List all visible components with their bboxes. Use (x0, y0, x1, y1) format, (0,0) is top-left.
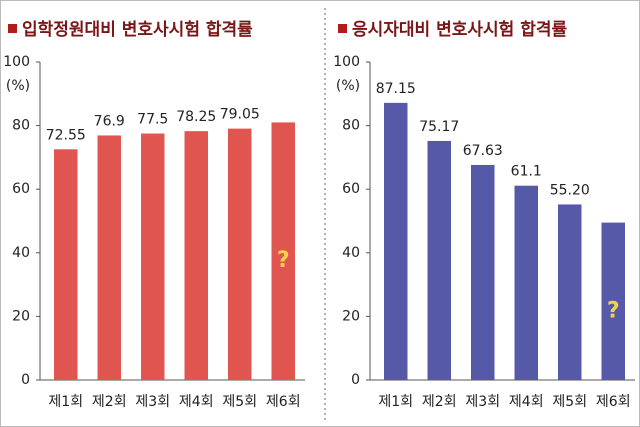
x-tick-label: 제3회 (465, 394, 500, 410)
y-tick-label: 100 (333, 54, 360, 70)
y-tick-label: 80 (342, 118, 360, 134)
bar (228, 128, 252, 380)
value-label: 87.15 (376, 81, 416, 97)
bar (141, 133, 165, 380)
y-tick-label: 20 (12, 308, 30, 324)
y-tick-label: 100 (3, 54, 30, 70)
x-tick-label: 제3회 (135, 394, 170, 410)
value-label: 61.1 (511, 164, 542, 180)
chart-title: 입학정원대비 변호사시험 합격률 (22, 19, 253, 40)
y-tick-label: 60 (12, 181, 30, 197)
x-tick-label: 제6회 (596, 394, 631, 410)
y-tick-label: 40 (12, 245, 30, 261)
bar (427, 140, 451, 380)
bar (601, 222, 625, 380)
value-label: 75.17 (419, 119, 459, 135)
bar (184, 131, 208, 380)
bar (471, 164, 495, 380)
y-tick-label: 0 (21, 372, 30, 388)
bar (558, 204, 582, 380)
x-tick-label: 제1회 (48, 394, 83, 410)
bar (384, 102, 408, 380)
y-tick-label: 40 (342, 245, 360, 261)
x-tick-label: 제1회 (378, 394, 413, 410)
value-label: 76.9 (94, 113, 125, 129)
x-tick-label: 제2회 (422, 394, 457, 410)
bar (271, 122, 295, 381)
x-tick-label: 제4회 (509, 394, 544, 410)
value-label: 55.20 (550, 182, 590, 198)
value-label: 78.25 (176, 109, 216, 125)
y-axis-label: (%) (6, 78, 30, 94)
y-tick-label: 0 (351, 372, 360, 388)
y-tick-label: 20 (342, 308, 360, 324)
value-label: 72.55 (46, 127, 86, 143)
bar (514, 185, 538, 380)
x-tick-label: 제5회 (552, 394, 587, 410)
value-label: 79.05 (220, 107, 260, 123)
annotation: ? (277, 248, 290, 273)
x-tick-label: 제6회 (266, 394, 301, 410)
x-tick-label: 제4회 (179, 394, 214, 410)
chart-title: 응시자대비 변호사시험 합격률 (352, 19, 568, 40)
y-tick-label: 80 (12, 118, 30, 134)
bar (54, 149, 78, 380)
annotation: ? (607, 298, 620, 323)
title-bullet (338, 24, 347, 33)
bar (97, 135, 121, 380)
title-bullet (8, 24, 17, 33)
value-label: 67.63 (463, 143, 503, 159)
y-axis-label: (%) (336, 78, 360, 94)
x-tick-label: 제2회 (92, 394, 127, 410)
x-tick-label: 제5회 (222, 394, 257, 410)
value-label: 77.5 (137, 112, 168, 128)
y-tick-label: 60 (342, 181, 360, 197)
